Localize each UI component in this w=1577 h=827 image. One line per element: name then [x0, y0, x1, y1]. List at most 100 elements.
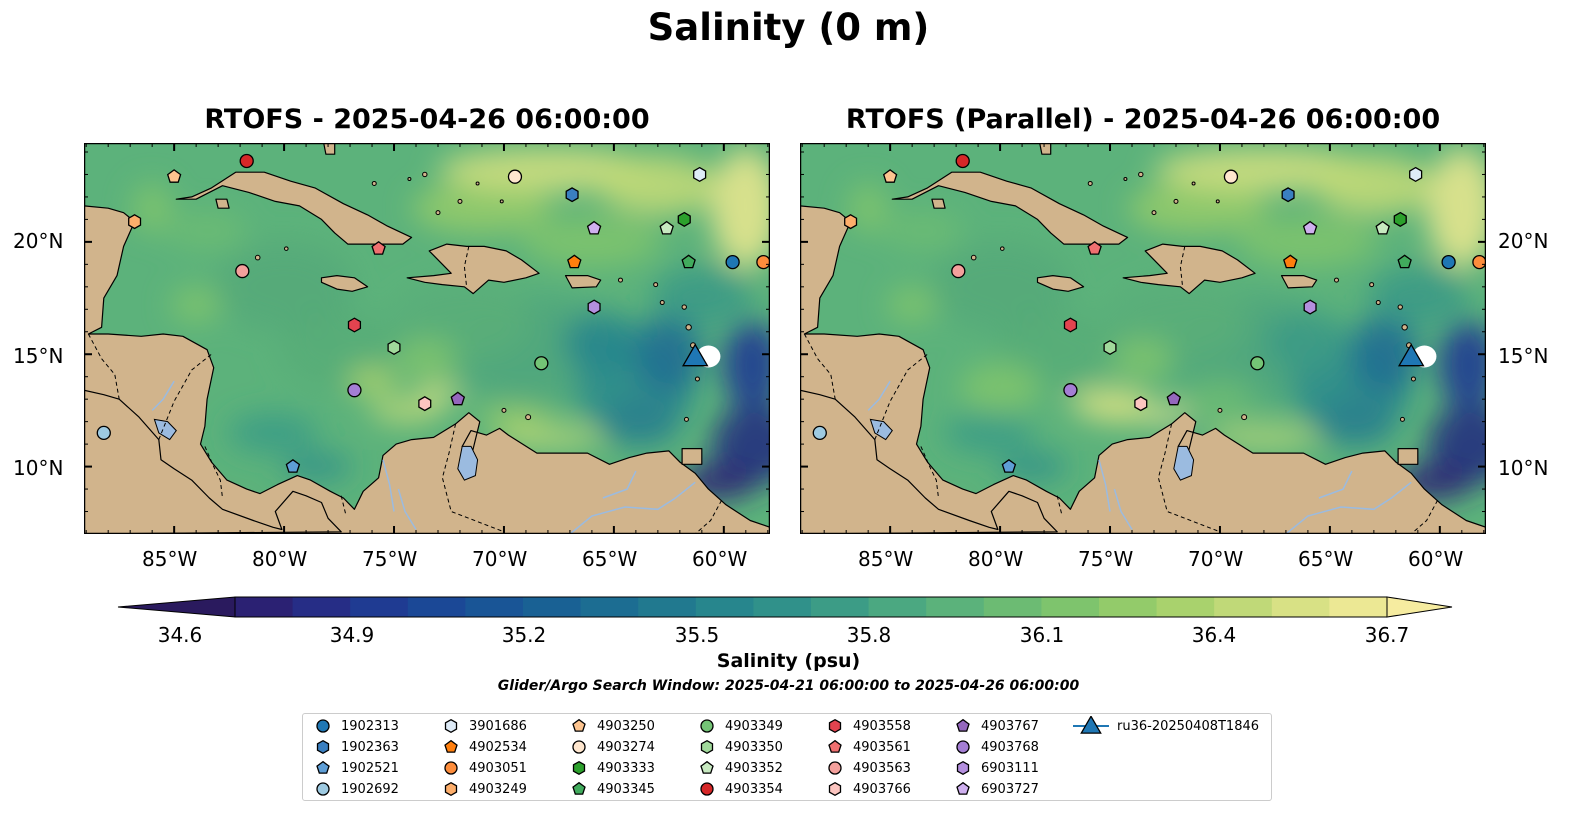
lon-label-65-left: 65°W: [582, 547, 638, 571]
colorbar-max-extend: [1386, 596, 1453, 618]
island: [1217, 407, 1223, 413]
island: [970, 254, 977, 261]
salinity-field: [132, 147, 770, 501]
argo-marker-6903111: [1303, 299, 1317, 315]
island: [1399, 416, 1405, 422]
legend-label: ru36-20250408T1846: [1117, 718, 1260, 734]
legend-label: 4903768: [981, 739, 1039, 755]
pentagon-marker-icon: [700, 760, 714, 774]
legend-label: 1902521: [341, 760, 399, 776]
argo-marker-4903274: [1223, 169, 1239, 184]
colorbar-tick-34.6: 34.6: [157, 623, 203, 647]
land-mass: [1122, 243, 1256, 295]
triangle-marker-icon: [1073, 716, 1109, 734]
argo-marker-6903111: [587, 299, 601, 315]
island: [694, 376, 700, 382]
argo-marker-4903349: [534, 356, 549, 371]
legend-symbol: [572, 740, 586, 754]
island: [1369, 282, 1375, 288]
circle-marker-icon: [956, 740, 970, 754]
river: [867, 380, 891, 411]
colorbar-bin: [1041, 597, 1100, 617]
country-border: [158, 353, 212, 440]
hexagon-marker-icon: [316, 739, 330, 755]
lon-label-70-right: 70°W: [1188, 547, 1244, 571]
colorbar-bin: [868, 597, 927, 617]
legend-label: 6903727: [981, 781, 1039, 797]
land-mass: [84, 205, 770, 534]
legend-symbol: [700, 719, 714, 733]
lat-label-15-right: 15°N: [1498, 344, 1549, 368]
lon-label-75-left: 75°W: [362, 547, 418, 571]
colorbar-bin: [638, 597, 697, 617]
argo-marker-4903352: [659, 220, 674, 235]
colorbar-bin: [580, 597, 639, 617]
legend-symbol: [828, 739, 842, 753]
colorbar-bin: [1271, 597, 1330, 617]
land-mass: [1039, 143, 1052, 155]
island: [1241, 414, 1248, 421]
argo-marker-1902313: [1441, 254, 1456, 270]
island: [659, 300, 665, 306]
colorbar-bin: [1329, 597, 1388, 617]
argo-marker-4903558: [1063, 317, 1078, 333]
circle-marker-icon: [316, 719, 330, 733]
legend-glider-symbol: [1080, 716, 1102, 734]
colorbar-bin: [1099, 597, 1158, 617]
island: [1173, 198, 1179, 204]
figure-title: Salinity (0 m): [647, 6, 930, 49]
argo-marker-4903051: [1472, 254, 1486, 270]
land-mass: [323, 143, 336, 155]
argo-marker-4903352: [1375, 220, 1390, 235]
pentagon-marker-icon: [572, 718, 586, 732]
river: [1113, 488, 1133, 530]
colorbar-bin: [926, 597, 985, 617]
island: [1123, 176, 1128, 181]
pentagon-marker-icon: [444, 739, 458, 753]
circle-marker-icon: [316, 782, 330, 796]
circle-marker-icon: [700, 782, 714, 796]
country-border: [1056, 495, 1063, 514]
hexagon-marker-icon: [828, 781, 842, 797]
legend-label: 4903766: [853, 781, 911, 797]
island: [1215, 199, 1220, 204]
island: [1401, 324, 1408, 331]
lat-label-10-right: 10°N: [1498, 456, 1549, 480]
argo-marker-6903727: [586, 220, 602, 235]
lon-label-60-right: 60°W: [1408, 547, 1464, 571]
legend-symbol: [444, 761, 458, 775]
hexagon-marker-icon: [956, 760, 970, 776]
argo-marker-4903350: [1103, 339, 1117, 356]
legend-label: 4903767: [981, 718, 1039, 734]
legend-symbol: [316, 782, 330, 796]
legend-symbol: [828, 781, 842, 797]
legend-symbol: [700, 760, 714, 774]
land-mass: [564, 275, 602, 289]
lon-label-80-right: 80°W: [968, 547, 1024, 571]
legend-entry-4903249: 4903249: [441, 780, 527, 798]
argo-marker-4903766: [1134, 396, 1148, 412]
lon-label-65-right: 65°W: [1298, 547, 1354, 571]
argo-marker-1902692: [812, 425, 827, 441]
legend-symbol: [956, 781, 970, 795]
colorbar-bin: [1214, 597, 1273, 617]
legend-entry-1902692: 1902692: [313, 780, 399, 798]
river: [397, 488, 417, 530]
lake: [153, 418, 177, 441]
platform-legend: 1902313 1902363 1902521 1902692 3901686 49025…: [302, 713, 1272, 801]
argo-marker-4903563: [235, 263, 250, 279]
argo-marker-1902521: [1001, 458, 1017, 473]
island: [422, 171, 428, 178]
country-border: [87, 333, 120, 400]
country-border: [340, 495, 347, 514]
legend-label: 4903051: [469, 760, 527, 776]
argo-marker-4903250: [882, 169, 898, 183]
colorbar-bin: [523, 597, 582, 617]
legend-label: 4903350: [725, 739, 783, 755]
country-border: [920, 446, 939, 499]
hexagon-marker-icon: [700, 739, 714, 755]
right-panel-title: RTOFS (Parallel) - 2025-04-26 06:00:00: [845, 104, 1441, 135]
island: [371, 180, 377, 186]
country-border: [803, 333, 836, 400]
legend-entry-4903250: 4903250: [569, 717, 655, 735]
